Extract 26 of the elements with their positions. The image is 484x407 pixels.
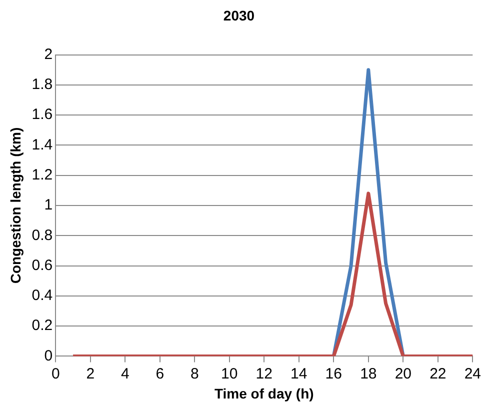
x-tick-label: 16 [325, 365, 342, 382]
x-tick-label: 22 [430, 365, 446, 382]
y-tick-label: 1.2 [32, 166, 53, 184]
x-axis-title: Time of day (h) [214, 385, 314, 402]
y-axis-title: Congestion length (km) [7, 127, 24, 284]
y-tick-label: 0.2 [32, 317, 53, 334]
x-tick-label: 12 [256, 365, 272, 382]
x-tick-label: 24 [464, 365, 481, 382]
y-tick-label: 1.4 [32, 136, 53, 154]
y-tick-label: 1.6 [32, 106, 53, 124]
x-tick-label: 20 [394, 365, 412, 382]
x-tick-label: 6 [156, 365, 164, 382]
y-tick-label: 0.8 [32, 226, 53, 244]
y-tick-label: 1 [44, 196, 53, 214]
x-tick-label: 10 [221, 365, 238, 382]
y-tick-label: 1.8 [32, 76, 53, 94]
x-tick-label: 4 [120, 365, 130, 382]
y-tick-label: 0 [44, 347, 53, 364]
y-tick-label: 2 [44, 46, 53, 63]
chart-title: 2030 [223, 7, 255, 24]
x-tick-label: 8 [190, 365, 199, 382]
x-tick-label: 2 [86, 365, 95, 382]
y-tick-label: 0.4 [32, 287, 53, 304]
x-tick-label: 14 [290, 365, 308, 382]
x-tick-label: 18 [360, 365, 377, 382]
y-tick-label: 0.6 [32, 256, 53, 274]
